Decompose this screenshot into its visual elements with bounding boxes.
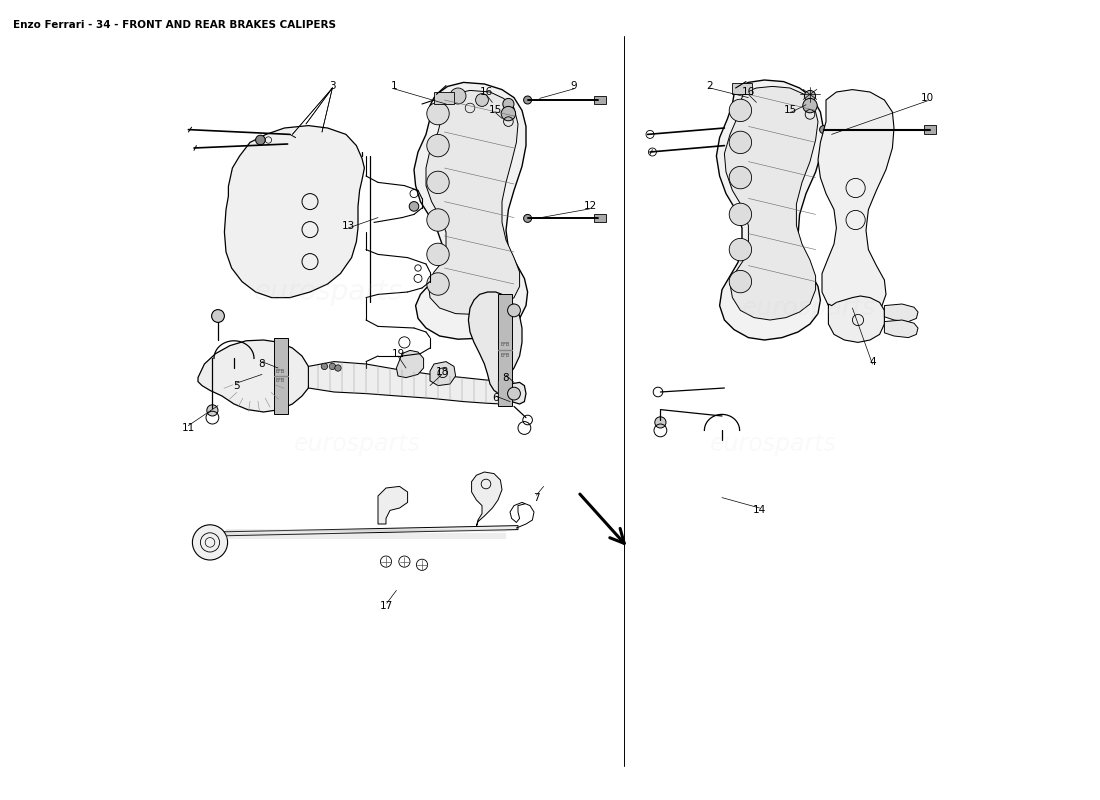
- Polygon shape: [414, 82, 528, 339]
- Circle shape: [427, 273, 449, 295]
- Polygon shape: [224, 126, 364, 298]
- Text: EFB: EFB: [500, 354, 509, 358]
- Text: 5: 5: [233, 381, 240, 390]
- Polygon shape: [725, 86, 818, 320]
- Circle shape: [729, 99, 751, 122]
- Text: 6: 6: [493, 393, 499, 402]
- Circle shape: [502, 106, 516, 121]
- Polygon shape: [396, 350, 424, 378]
- Polygon shape: [308, 362, 502, 404]
- Circle shape: [427, 134, 449, 157]
- Circle shape: [507, 304, 520, 317]
- Circle shape: [427, 209, 449, 231]
- Circle shape: [450, 88, 466, 104]
- Circle shape: [729, 203, 751, 226]
- Circle shape: [729, 238, 751, 261]
- Polygon shape: [472, 472, 502, 526]
- Text: 8: 8: [503, 373, 509, 382]
- Circle shape: [503, 98, 514, 110]
- Polygon shape: [884, 304, 918, 322]
- Polygon shape: [818, 90, 894, 316]
- Text: 19: 19: [392, 349, 405, 358]
- Circle shape: [321, 363, 328, 370]
- Polygon shape: [198, 340, 310, 412]
- Text: 1: 1: [390, 82, 397, 91]
- Circle shape: [524, 96, 531, 104]
- Text: eurosparts: eurosparts: [294, 432, 420, 456]
- Bar: [594, 214, 606, 222]
- Polygon shape: [469, 292, 526, 404]
- Text: eurosparts: eurosparts: [254, 278, 403, 306]
- Text: 7: 7: [534, 493, 540, 502]
- Circle shape: [524, 214, 531, 222]
- Circle shape: [427, 102, 449, 125]
- Bar: [434, 92, 454, 104]
- Circle shape: [427, 171, 449, 194]
- Circle shape: [654, 417, 666, 428]
- Text: 14: 14: [754, 506, 767, 515]
- Circle shape: [192, 525, 228, 560]
- Circle shape: [255, 135, 265, 145]
- Text: EFB: EFB: [276, 378, 285, 383]
- Circle shape: [329, 363, 336, 370]
- Text: EFB: EFB: [276, 369, 285, 374]
- Bar: [274, 338, 288, 414]
- Text: eurosparts: eurosparts: [710, 432, 837, 456]
- Text: 16: 16: [741, 87, 755, 97]
- Text: EFB: EFB: [500, 342, 509, 346]
- Text: 10: 10: [921, 94, 934, 103]
- Bar: [733, 83, 752, 94]
- Polygon shape: [378, 486, 408, 524]
- Text: 3: 3: [329, 81, 336, 90]
- Text: eurosparts: eurosparts: [742, 296, 876, 320]
- Bar: [594, 96, 606, 104]
- Text: 15: 15: [490, 106, 503, 115]
- Polygon shape: [214, 526, 518, 536]
- Text: 9: 9: [571, 82, 578, 91]
- Circle shape: [820, 126, 827, 134]
- Circle shape: [729, 270, 751, 293]
- Circle shape: [803, 98, 817, 113]
- Text: 4: 4: [869, 357, 876, 366]
- Text: Enzo Ferrari - 34 - FRONT AND REAR BRAKES CALIPERS: Enzo Ferrari - 34 - FRONT AND REAR BRAKE…: [13, 20, 337, 30]
- Text: 2: 2: [706, 81, 713, 90]
- Circle shape: [729, 131, 751, 154]
- Text: 11: 11: [182, 423, 195, 433]
- Polygon shape: [430, 362, 455, 386]
- Circle shape: [211, 310, 224, 322]
- Text: 8: 8: [258, 359, 265, 369]
- Circle shape: [507, 387, 520, 400]
- Circle shape: [804, 90, 815, 102]
- Polygon shape: [716, 80, 824, 340]
- Circle shape: [334, 365, 341, 371]
- Text: 18: 18: [436, 367, 449, 377]
- Bar: [498, 294, 513, 406]
- Circle shape: [409, 202, 419, 211]
- Text: 17: 17: [381, 601, 394, 610]
- Circle shape: [729, 166, 751, 189]
- Circle shape: [427, 243, 449, 266]
- Polygon shape: [426, 90, 519, 314]
- Circle shape: [475, 94, 488, 106]
- Text: 12: 12: [583, 202, 596, 211]
- Polygon shape: [884, 320, 918, 338]
- Polygon shape: [828, 296, 884, 342]
- Text: 16: 16: [480, 87, 493, 97]
- Text: 13: 13: [342, 221, 355, 230]
- Bar: [924, 125, 936, 134]
- Circle shape: [207, 405, 218, 416]
- Text: 15: 15: [783, 106, 796, 115]
